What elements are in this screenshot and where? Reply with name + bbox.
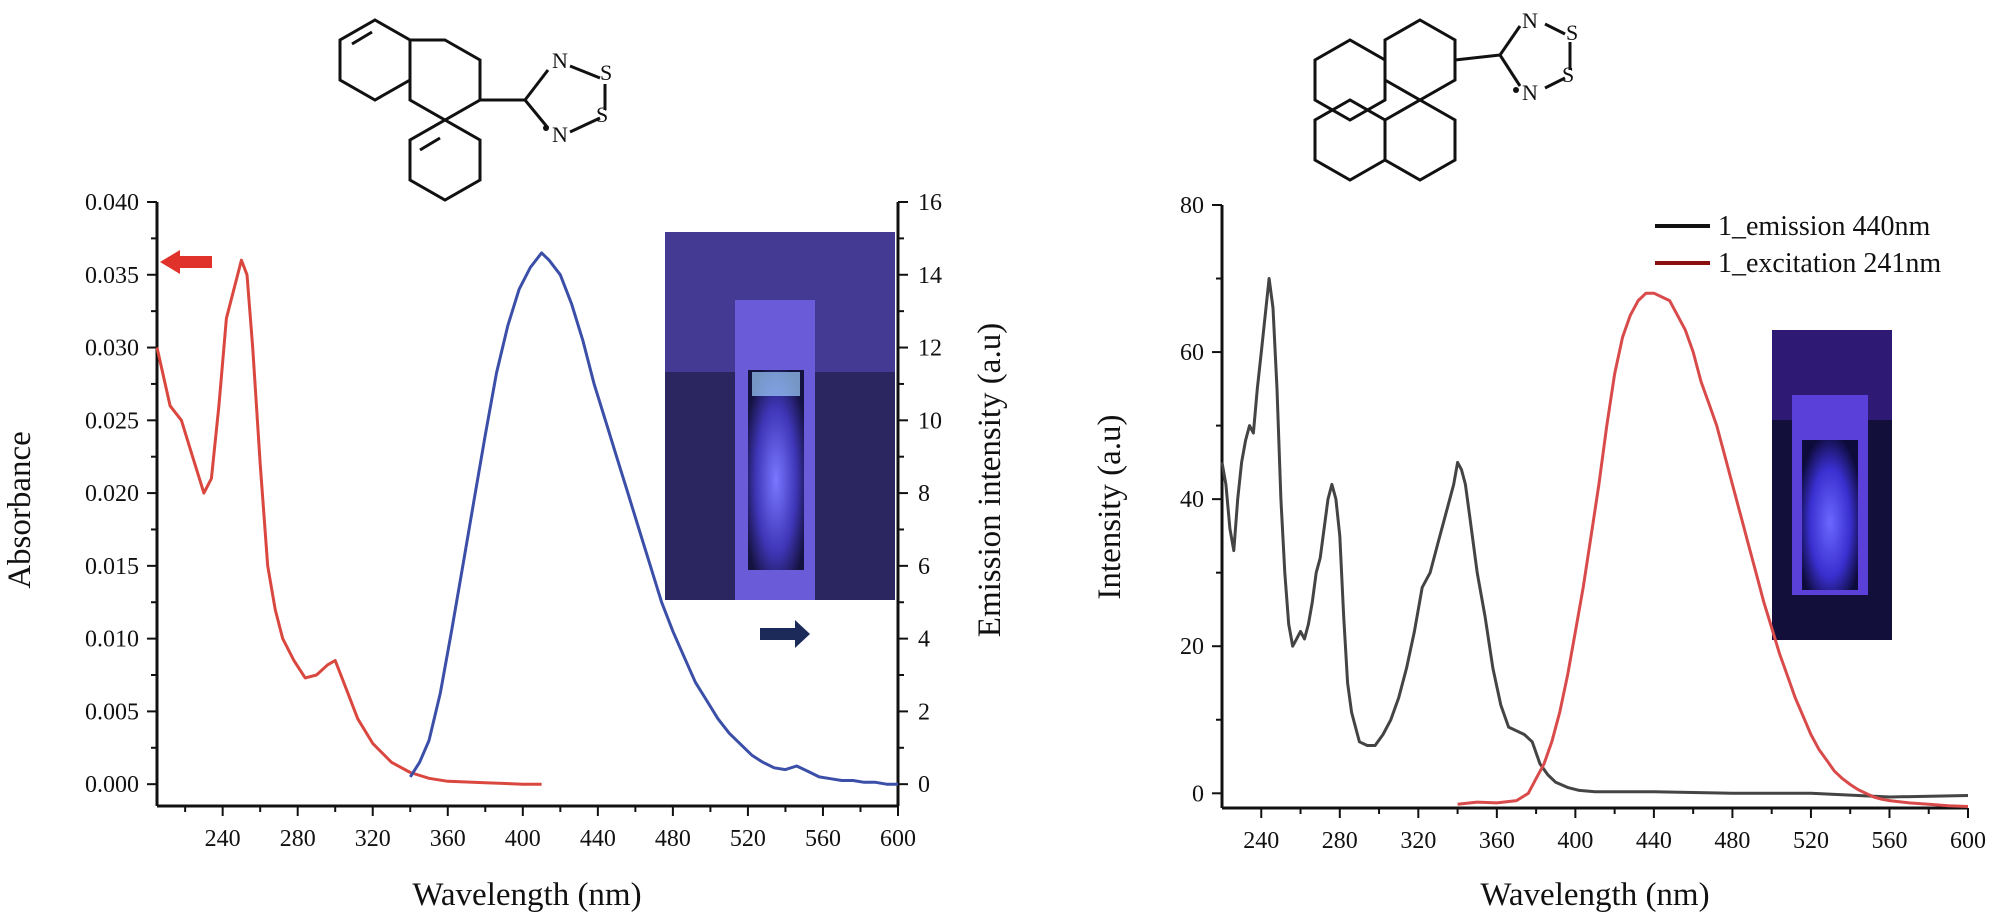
right-cuvette-photo-inset <box>1772 330 1892 640</box>
left-x-tick-label: 240 <box>205 826 241 852</box>
right-x-tick-label: 480 <box>1714 828 1750 854</box>
left-y2-tick-label: 12 <box>918 336 942 362</box>
left-y2-tick-label: 10 <box>918 408 942 434</box>
right-radical-dot <box>1513 87 1519 93</box>
left-y-tick-label: 0.005 <box>85 699 139 725</box>
left-series-line-absorbance <box>155 258 542 786</box>
legend-label-emission: 1_emission 440nm <box>1718 211 1931 242</box>
molecule-atom-n-top: N <box>552 48 568 73</box>
left-y2-tick-label: 2 <box>918 699 930 725</box>
left-x-ticks: 240 280 320 360 400 440 480 520 560 600 <box>184 806 916 852</box>
left-y-tick-label: 0.030 <box>85 336 139 362</box>
right-x-tick-label: 360 <box>1479 828 1515 854</box>
left-panel: N S S N 240 280 320 360 400 440 480 520 560 600 <box>2 18 1008 913</box>
left-x-tick-label: 480 <box>655 826 691 852</box>
left-y2-tick-label: 4 <box>918 627 930 653</box>
right-y-tick-label: 60 <box>1180 340 1204 366</box>
left-series <box>155 251 898 786</box>
left-x-tick-label: 360 <box>430 826 466 852</box>
left-y-tick-label: 0.025 <box>85 408 139 434</box>
left-series-line-emission <box>409 251 898 786</box>
left-y2-tick-label: 0 <box>918 772 930 798</box>
left-y-tick-label: 0.040 <box>85 190 139 216</box>
right-x-tick-label: 520 <box>1793 828 1829 854</box>
right-molecule-atom-s-right: S <box>1566 20 1578 45</box>
left-chart-axes <box>155 202 900 808</box>
left-y2-tick-label: 8 <box>918 481 930 507</box>
right-arrow-emission-axis <box>760 620 810 648</box>
left-y-tick-label: 0.000 <box>85 772 139 798</box>
right-series-line-emission <box>1220 277 1969 799</box>
left-x-tick-label: 600 <box>880 826 916 852</box>
left-x-tick-label: 400 <box>505 826 541 852</box>
left-y2-ticks: 0 2 4 6 8 10 12 14 16 <box>898 190 942 798</box>
right-molecule-atom-n-top: N <box>1522 8 1538 33</box>
left-x-axis-title: Wavelength (nm) <box>412 877 641 913</box>
right-series <box>1220 277 1969 808</box>
left-y-tick-label: 0.010 <box>85 627 139 653</box>
right-x-tick-label: 600 <box>1950 828 1986 854</box>
right-x-axis-title: Wavelength (nm) <box>1480 877 1709 913</box>
legend-label-excitation: 1_excitation 241nm <box>1718 248 1941 279</box>
right-x-tick-label: 440 <box>1636 828 1672 854</box>
left-y2-axis-title: Emission intensity (a.u) <box>972 323 1008 637</box>
right-y-tick-label: 40 <box>1180 487 1204 513</box>
radical-dot <box>543 125 549 131</box>
right-x-ticks: 240 280 320 360 400 440 480 520 560 600 <box>1243 808 1986 854</box>
molecule-atom-labels: N S S N <box>543 48 612 147</box>
right-x-tick-label: 240 <box>1243 828 1279 854</box>
left-x-tick-label: 560 <box>805 826 841 852</box>
right-panel: N S S N 1_emission 440nm 1_excitation 24… <box>1092 8 1986 913</box>
right-series-line-excitation <box>1457 291 1969 808</box>
right-y-tick-label: 0 <box>1192 781 1204 807</box>
pyrene-molecule-diagram <box>1313 18 1572 182</box>
left-y-tick-label: 0.015 <box>85 554 139 580</box>
right-y-tick-label: 20 <box>1180 634 1204 660</box>
legend: 1_emission 440nm 1_excitation 241nm <box>1655 211 1941 279</box>
left-y2-tick-label: 16 <box>918 190 942 216</box>
left-y2-tick-label: 6 <box>918 554 930 580</box>
molecule-atom-s-lower: S <box>596 102 608 127</box>
cuvette-photo-inset <box>665 232 895 600</box>
left-y2-tick-label: 14 <box>918 263 942 289</box>
right-x-tick-label: 560 <box>1871 828 1907 854</box>
left-x-tick-label: 320 <box>355 826 391 852</box>
right-x-tick-label: 400 <box>1557 828 1593 854</box>
left-y-axis-title: Absorbance <box>2 431 38 589</box>
right-x-tick-label: 280 <box>1322 828 1358 854</box>
left-x-tick-label: 440 <box>580 826 616 852</box>
left-y-tick-label: 0.035 <box>85 263 139 289</box>
left-x-tick-label: 280 <box>280 826 316 852</box>
right-y-tick-label: 80 <box>1180 193 1204 219</box>
left-x-tick-label: 520 <box>730 826 766 852</box>
phenanthrene-molecule-diagram <box>338 18 607 202</box>
left-arrow-absorbance-axis <box>160 250 212 274</box>
molecule-atom-s-right: S <box>600 60 612 85</box>
left-y-tick-label: 0.020 <box>85 481 139 507</box>
right-molecule-atom-labels: N S S N <box>1513 8 1578 105</box>
right-x-tick-label: 320 <box>1400 828 1436 854</box>
right-chart-axes <box>1220 205 1968 810</box>
right-y-ticks: 0 20 40 60 80 <box>1180 193 1222 807</box>
molecule-atom-n-bottom: N <box>552 122 568 147</box>
right-molecule-atom-n-bottom: N <box>1522 80 1538 105</box>
right-molecule-atom-s-lower: S <box>1562 62 1574 87</box>
right-y-axis-title: Intensity (a.u) <box>1092 414 1128 599</box>
left-y-ticks: 0.000 0.005 0.010 0.015 0.020 0.025 0.030 0.035… <box>85 190 157 798</box>
